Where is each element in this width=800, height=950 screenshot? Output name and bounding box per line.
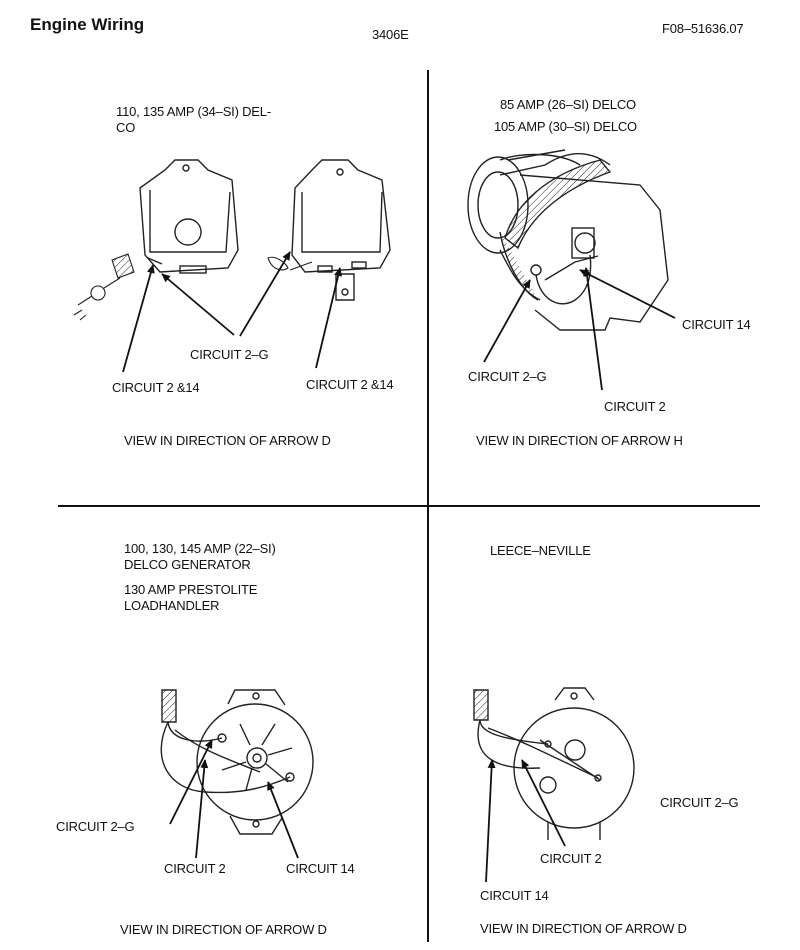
alternator-22si — [160, 689, 314, 835]
tl-callout-circuit-2g: CIRCUIT 2–G — [190, 347, 269, 362]
br-view-caption: VIEW IN DIRECTION OF ARROW D — [480, 921, 687, 936]
alternator-leece-neville — [473, 687, 635, 840]
horizontal-divider — [58, 505, 760, 507]
tl-callout-circuit-2-14-right: CIRCUIT 2 &14 — [306, 377, 394, 392]
bl-heading-line4: LOADHANDLER — [124, 598, 220, 613]
br-heading-line1: LEECE–NEVILLE — [490, 543, 591, 558]
section-title: Engine Wiring — [30, 15, 145, 34]
bl-heading-line3: 130 AMP PRESTOLITE — [124, 582, 258, 597]
alternator-34si-left — [139, 159, 239, 274]
callout-arrows-bottom-right — [485, 759, 566, 883]
tl-callout-circuit-2-14-left: CIRCUIT 2 &14 — [112, 380, 200, 395]
alternator-26si — [467, 149, 669, 331]
engine-model: 3406E — [372, 27, 409, 42]
bl-view-caption: VIEW IN DIRECTION OF ARROW D — [120, 922, 327, 937]
tl-heading-line2: CO — [116, 120, 136, 135]
bl-callout-circuit-2g: CIRCUIT 2–G — [56, 819, 135, 834]
tr-view-caption: VIEW IN DIRECTION OF ARROW H — [476, 433, 683, 448]
alternator-34si-right — [291, 159, 391, 301]
tr-callout-circuit-14: CIRCUIT 14 — [682, 317, 751, 332]
callout-arrows-top-right — [483, 267, 676, 391]
figure-number: F08–51636.07 — [662, 21, 744, 36]
br-callout-circuit-2g: CIRCUIT 2–G — [660, 795, 739, 810]
tr-callout-circuit-2: CIRCUIT 2 — [604, 399, 666, 414]
tr-heading-line2: 105 AMP (30–SI) DELCO — [494, 119, 637, 134]
bl-heading-line2: DELCO GENERATOR — [124, 557, 251, 572]
tr-callout-circuit-2g: CIRCUIT 2–G — [468, 369, 547, 384]
tl-heading-line1: 110, 135 AMP (34–SI) DEL- — [116, 104, 271, 119]
bl-callout-circuit-2: CIRCUIT 2 — [164, 861, 226, 876]
callout-arrows-top-left — [122, 251, 343, 373]
tl-view-caption: VIEW IN DIRECTION OF ARROW D — [124, 433, 331, 448]
callout-arrows-bottom-left — [169, 739, 299, 859]
harness-plug-top-left — [73, 253, 313, 321]
bl-callout-circuit-14: CIRCUIT 14 — [286, 861, 355, 876]
br-callout-circuit-14: CIRCUIT 14 — [480, 888, 549, 903]
bl-heading-line1: 100, 130, 145 AMP (22–SI) — [124, 541, 276, 556]
br-callout-circuit-2: CIRCUIT 2 — [540, 851, 602, 866]
tr-heading-line1: 85 AMP (26–SI) DELCO — [500, 97, 636, 112]
